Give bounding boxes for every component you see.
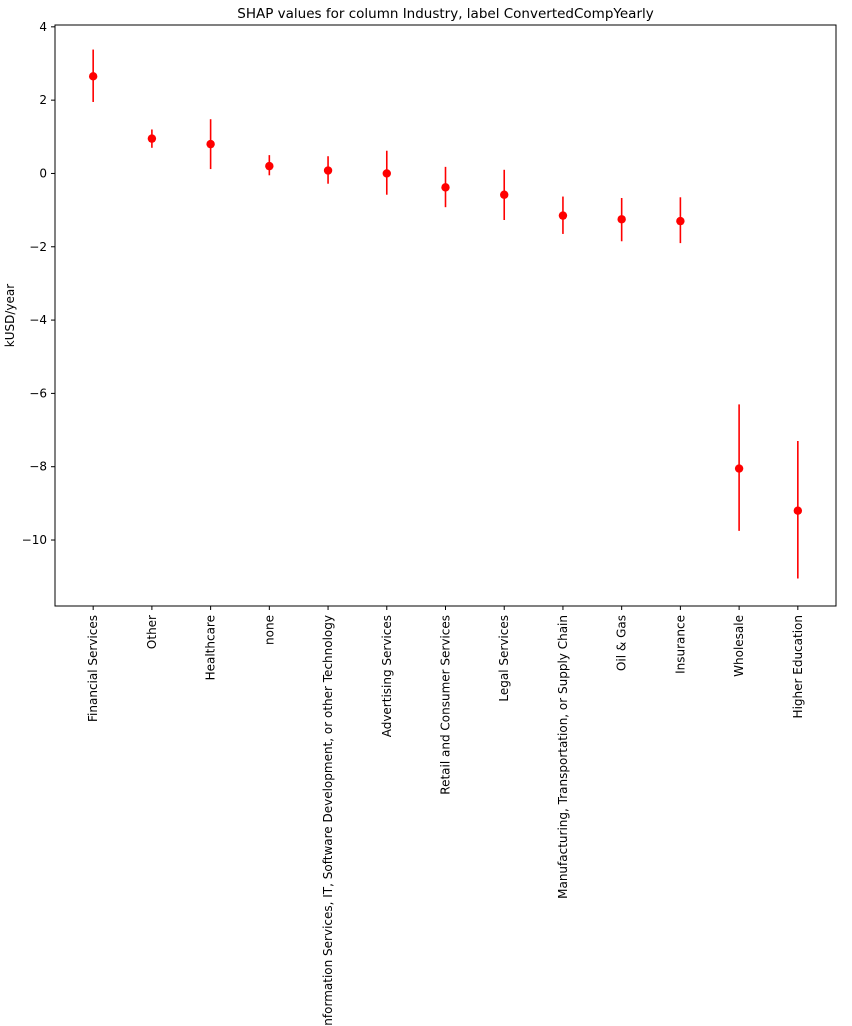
plot-frame — [54, 24, 837, 607]
y-tick-label: 0 — [39, 166, 47, 180]
y-tick-label: −4 — [29, 313, 47, 327]
data-series — [88, 49, 803, 579]
data-point — [500, 190, 509, 199]
x-tick-label: Wholesale — [732, 615, 746, 677]
y-tick-label: 4 — [39, 20, 47, 34]
data-point — [206, 139, 215, 149]
x-tick-label: Legal Services — [497, 615, 511, 702]
y-axis-label: kUSD/year — [3, 284, 17, 347]
x-tick-label: none — [262, 615, 276, 645]
data-point — [323, 166, 333, 175]
x-tick-label: Advertising Services — [380, 615, 394, 737]
data-point — [382, 169, 391, 178]
y-axis: 4 2 0 −2 −4 −6 −8 −10 — [22, 20, 55, 547]
data-point — [793, 506, 803, 515]
data-point — [617, 215, 626, 224]
y-tick-label: −8 — [29, 460, 47, 474]
x-tick-label: Financial Services — [86, 615, 100, 722]
y-tick-label: 2 — [39, 93, 47, 107]
x-tick-label: Oil & Gas — [615, 615, 629, 671]
y-tick-label: −6 — [29, 386, 47, 400]
y-tick-label: −10 — [22, 533, 47, 547]
y-tick-label: −2 — [29, 240, 47, 254]
x-tick-label: Higher Education — [791, 615, 805, 718]
data-point — [676, 216, 685, 226]
x-tick-label: Insurance — [673, 615, 687, 674]
x-axis: Financial Services Other Healthcare none Inf… — [86, 606, 805, 1026]
data-point — [265, 161, 274, 171]
data-point — [441, 183, 450, 192]
data-point — [147, 134, 157, 143]
x-tick-label: Other — [145, 615, 159, 649]
data-point — [734, 464, 744, 473]
x-tick-label: Manufacturing, Transportation, or Supply… — [556, 615, 570, 899]
data-point — [558, 211, 568, 220]
x-tick-label: Healthcare — [204, 615, 218, 680]
chart-title: SHAP values for column Industry, label C… — [237, 6, 653, 22]
x-tick-label: Retail and Consumer Services — [439, 615, 453, 795]
data-point — [88, 72, 98, 81]
x-tick-label: Information Services, IT, Software Devel… — [321, 615, 335, 1026]
